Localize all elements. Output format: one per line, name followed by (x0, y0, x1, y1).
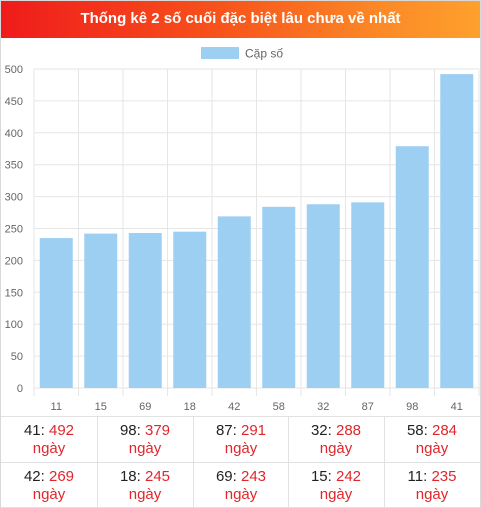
stat-number: 41: (23, 422, 49, 439)
y-tick-label: 450 (5, 96, 23, 108)
y-tick-label: 200 (5, 255, 23, 267)
stat-number: 11: (407, 468, 432, 485)
bar-chart: Cặp số 0 50 100 150 200 250 300 350 400 450 500 11… (5, 47, 480, 413)
x-axis-ticks: 11 15 69 18 42 58 32 87 98 41 (51, 401, 463, 413)
y-tick-label: 350 (5, 160, 23, 172)
stat-days-unit: ngày (415, 440, 449, 457)
stat-days-value: 235 (431, 468, 457, 485)
stat-days-unit: ngày (319, 486, 353, 503)
stat-cell: 87: 291 ngày (193, 416, 289, 461)
stat-cell: 11: 235 ngày (384, 462, 480, 507)
bar[interactable] (173, 231, 207, 388)
stats-divider (97, 416, 98, 507)
y-tick-label: 400 (5, 128, 23, 140)
legend-swatch (201, 47, 239, 59)
stat-number: 18: (119, 468, 145, 485)
bar[interactable] (128, 232, 162, 388)
x-tick-label: 32 (317, 401, 329, 413)
y-tick-label: 250 (5, 224, 23, 236)
stat-days-unit: ngày (415, 486, 449, 503)
bar[interactable] (395, 146, 429, 388)
stats-divider (1, 461, 480, 463)
stat-days-value: 242 (336, 468, 362, 485)
stat-days-unit: ngày (128, 486, 162, 503)
bar[interactable] (440, 74, 474, 388)
title-bar: Thống kê 2 số cuối đặc biệt lâu chưa về … (1, 1, 480, 38)
bar[interactable] (84, 233, 118, 388)
stat-days-unit: ngày (32, 440, 66, 457)
stat-number: 32: (310, 422, 336, 439)
x-tick-label: 15 (95, 401, 107, 413)
x-tick-label: 42 (228, 401, 240, 413)
x-tick-label: 11 (51, 401, 62, 413)
chart-legend[interactable]: Cặp số (201, 47, 283, 61)
stat-days-unit: ngày (224, 440, 258, 457)
bar[interactable] (306, 204, 340, 388)
stat-days-value: 243 (241, 468, 267, 485)
y-axis-ticks: 0 50 100 150 200 250 300 350 400 450 500 (5, 64, 23, 395)
bar[interactable] (262, 206, 296, 388)
stat-days-value: 284 (432, 422, 458, 439)
stat-number: 15: (310, 468, 336, 485)
stat-cell: 69: 243 ngày (193, 462, 289, 507)
stat-days-unit: ngày (224, 486, 258, 503)
y-tick-label: 50 (11, 351, 23, 363)
y-tick-label: 300 (5, 192, 23, 204)
bar[interactable] (39, 238, 73, 388)
x-tick-label: 98 (406, 401, 418, 413)
chart-grid (33, 68, 480, 396)
x-tick-label: 58 (273, 401, 285, 413)
stat-days-unit: ngày (128, 440, 162, 457)
bar[interactable] (351, 202, 385, 388)
stat-cell: 42: 269 ngày (1, 462, 97, 507)
stat-days-value: 291 (241, 422, 267, 439)
stat-number: 69: (215, 468, 241, 485)
x-tick-label: 87 (362, 401, 374, 413)
y-tick-label: 500 (5, 64, 23, 76)
stat-days-value: 379 (145, 422, 171, 439)
stat-cell: 15: 242 ngày (288, 462, 384, 507)
y-tick-label: 0 (17, 383, 23, 395)
x-tick-label: 41 (451, 401, 463, 413)
y-tick-label: 100 (5, 319, 23, 331)
stat-days-value: 245 (145, 468, 171, 485)
stat-days-value: 288 (336, 422, 362, 439)
bar[interactable] (217, 216, 251, 388)
chart-bars (39, 74, 474, 388)
stat-number: 42: (23, 468, 49, 485)
stat-number: 98: (119, 422, 145, 439)
stat-days-value: 492 (49, 422, 75, 439)
stat-days-unit: ngày (32, 486, 66, 503)
stats-divider (384, 416, 385, 507)
legend-label: Cặp số (245, 47, 283, 61)
chart-title: Thống kê 2 số cuối đặc biệt lâu chưa về … (80, 10, 401, 27)
stat-cell: 58: 284 ngày (384, 416, 480, 461)
x-tick-label: 18 (184, 401, 196, 413)
stats-divider (193, 416, 194, 507)
stat-cell: 98: 379 ngày (97, 416, 193, 461)
stats-divider (288, 416, 289, 507)
stats-grid: 41: 492 ngày 98: 379 ngày 87: 291 ngày 32: 288… (1, 416, 480, 508)
stat-days-unit: ngày (319, 440, 353, 457)
stat-cell: 41: 492 ngày (1, 416, 97, 461)
stat-cell: 32: 288 ngày (288, 416, 384, 461)
stats-divider (1, 416, 480, 417)
x-tick-label: 69 (139, 401, 151, 413)
stat-number: 87: (215, 422, 241, 439)
stat-days-value: 269 (49, 468, 75, 485)
stat-cell: 18: 245 ngày (97, 462, 193, 507)
stat-number: 58: (406, 422, 432, 439)
y-tick-label: 150 (5, 287, 23, 299)
